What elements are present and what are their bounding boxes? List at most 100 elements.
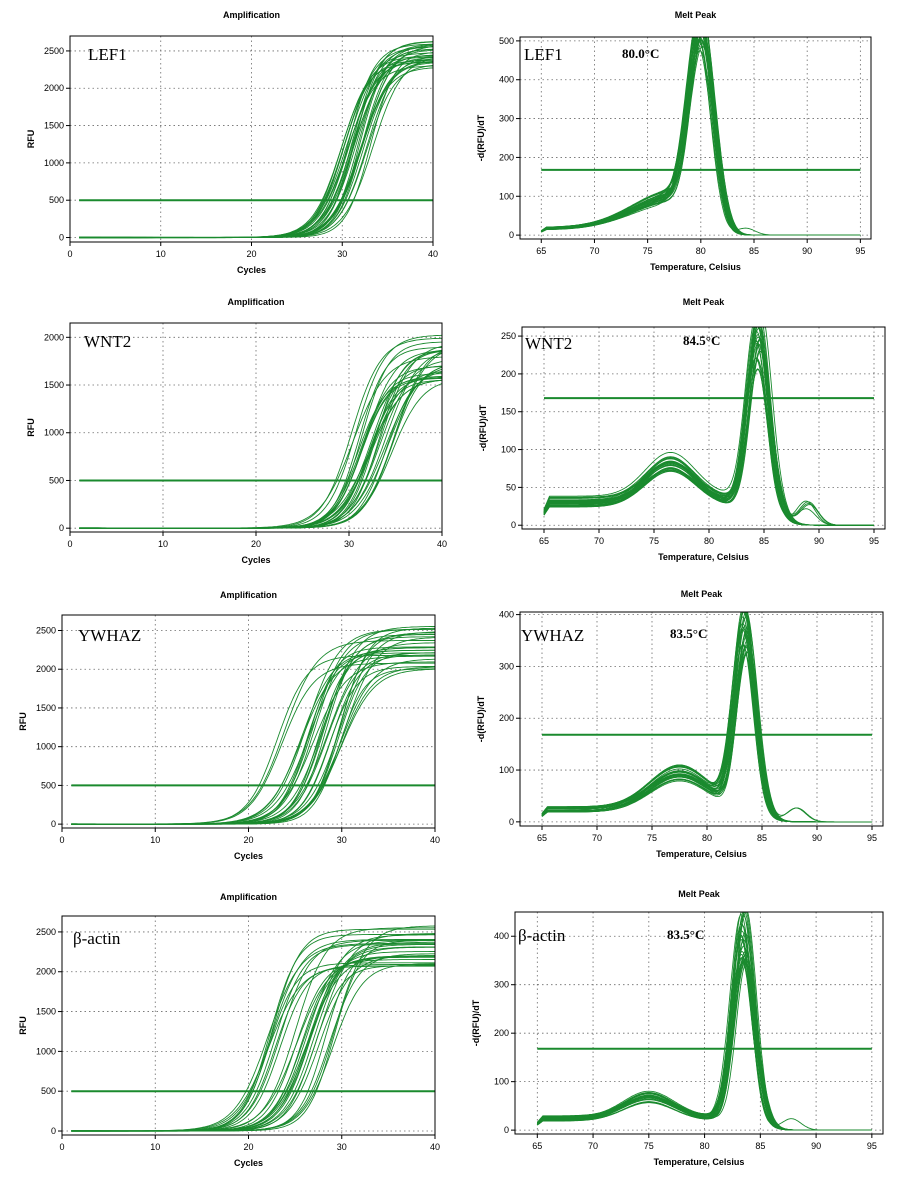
ywhaz-amp-curve — [71, 649, 435, 825]
y-tick-label: 2000 — [44, 332, 64, 342]
bactin-melt-tm-label: 83.5°C — [667, 927, 704, 942]
ywhaz-amp-curve — [71, 626, 435, 825]
ywhaz-amp-curve — [71, 647, 435, 825]
y-tick-label: 1000 — [44, 158, 64, 168]
bactin-melt-curve — [537, 923, 872, 1131]
bactin-amp-curves — [71, 925, 435, 1132]
wnt2-melt-curve — [543, 327, 874, 526]
y-tick-label: 500 — [41, 1086, 56, 1096]
x-tick-label: 75 — [643, 246, 653, 256]
y-tick-label: 0 — [51, 1126, 56, 1136]
y-tick-label: 2500 — [36, 625, 56, 635]
wnt2-melt-gene-label: WNT2 — [525, 334, 572, 353]
bactin-melt-curve — [536, 961, 872, 1131]
lef1-amp-curve — [79, 58, 433, 238]
y-tick-label: 1500 — [36, 1007, 56, 1017]
bactin-melt-title: Melt Peak — [678, 889, 721, 899]
wnt2-amp-curve — [79, 349, 442, 529]
bactin-amp-title: Amplification — [220, 892, 277, 902]
lef1-melt-curve — [541, 37, 861, 236]
ywhaz-amp-curve — [71, 647, 435, 825]
x-tick-label: 75 — [649, 536, 659, 546]
y-tick-label: 500 — [41, 780, 56, 790]
ywhaz-melt-gene-label: YWHAZ — [521, 626, 584, 645]
y-tick-label: 0 — [59, 233, 64, 243]
bactin-amp-curve — [71, 965, 435, 1132]
lef1-melt-curve — [541, 42, 861, 236]
ywhaz-amp-chart: Amplification 0 10 20 30 40 0 500 1000 1500 2000 25… — [18, 590, 440, 861]
y-tick-label: 0 — [509, 230, 514, 240]
x-tick-label: 85 — [749, 246, 759, 256]
y-tick-label: 400 — [499, 75, 514, 85]
x-tick-label: 10 — [150, 1142, 160, 1152]
x-tick-label: 90 — [814, 536, 824, 546]
bactin-melt-chart: Melt Peak 65 70 75 80 85 90 95 0 100 200 300 400 Temp… — [471, 889, 884, 1167]
bactin-amp-curve — [71, 963, 435, 1132]
wnt2-melt-curve — [543, 342, 874, 526]
x-tick-label: 75 — [644, 1141, 654, 1151]
wnt2-amp-curves — [79, 334, 442, 529]
lef1-amp-curve — [79, 56, 433, 238]
x-tick-label: 30 — [337, 1142, 347, 1152]
x-tick-label: 80 — [696, 246, 706, 256]
x-tick-label: 85 — [757, 833, 767, 843]
bactin-melt-x-axis-label: Temperature, Celsius — [654, 1157, 745, 1167]
lef1-melt-tm-label: 80.0°C — [622, 46, 659, 61]
y-tick-label: 1500 — [36, 703, 56, 713]
bactin-melt-y-axis-label: -d(RFU)/dT — [471, 999, 481, 1046]
x-tick-label: 95 — [869, 536, 879, 546]
lef1-amp-curves — [79, 41, 433, 239]
x-tick-label: 40 — [430, 1142, 440, 1152]
bactin-amp-curve — [71, 933, 435, 1132]
x-tick-label: 10 — [156, 249, 166, 259]
wnt2-amp-curve — [79, 376, 442, 529]
y-tick-label: 0 — [509, 817, 514, 827]
x-tick-label: 90 — [812, 833, 822, 843]
x-tick-label: 95 — [867, 1141, 877, 1151]
x-tick-label: 0 — [59, 1142, 64, 1152]
y-tick-label: 500 — [499, 36, 514, 46]
x-tick-label: 0 — [67, 539, 72, 549]
bactin-melt-curve — [537, 961, 872, 1131]
x-tick-label: 90 — [811, 1141, 821, 1151]
x-tick-label: 20 — [251, 539, 261, 549]
x-tick-label: 70 — [592, 833, 602, 843]
wnt2-melt-curves — [543, 327, 874, 526]
y-tick-label: 300 — [499, 661, 514, 671]
x-tick-label: 40 — [437, 539, 447, 549]
lef1-amp-curve — [79, 58, 433, 239]
ywhaz-melt-curve — [541, 640, 872, 823]
y-tick-label: 0 — [511, 520, 516, 530]
x-tick-label: 80 — [704, 536, 714, 546]
bactin-melt-curve — [536, 930, 872, 1131]
x-tick-label: 80 — [700, 1141, 710, 1151]
y-tick-label: 2000 — [44, 83, 64, 93]
ywhaz-amp-curve — [71, 646, 435, 825]
wnt2-amp-curve — [79, 366, 442, 529]
y-tick-label: 2000 — [36, 967, 56, 977]
y-tick-label: 100 — [501, 445, 516, 455]
bactin-melt-curve — [537, 924, 872, 1131]
wnt2-amp-chart: Amplification 0 10 20 30 40 0 500 1000 1500 2000 Cy… — [26, 297, 447, 565]
wnt2-amp-y-axis-label: RFU — [26, 418, 36, 437]
y-tick-label: 300 — [494, 980, 509, 990]
x-tick-label: 95 — [855, 246, 865, 256]
wnt2-melt-chart: Melt Peak 65 70 75 80 85 90 95 0 50 100 150 200 250 Te… — [478, 297, 886, 562]
lef1-amp-curve — [79, 43, 433, 238]
ywhaz-amp-x-axis-label: Cycles — [234, 851, 263, 861]
wnt2-amp-curve — [79, 350, 442, 529]
lef1-melt-grid — [520, 37, 871, 239]
y-tick-label: 100 — [499, 191, 514, 201]
x-tick-label: 80 — [702, 833, 712, 843]
bactin-amp-y-axis-label: RFU — [18, 1016, 28, 1035]
ywhaz-melt-grid — [520, 612, 883, 826]
y-tick-label: 150 — [501, 407, 516, 417]
ywhaz-amp-curves — [71, 626, 435, 825]
x-tick-label: 65 — [539, 536, 549, 546]
wnt2-amp-curve — [79, 341, 442, 529]
wnt2-melt-x-axis-label: Temperature, Celsius — [658, 552, 749, 562]
x-tick-label: 30 — [344, 539, 354, 549]
bactin-amp-curve — [71, 965, 435, 1132]
x-tick-label: 95 — [867, 833, 877, 843]
x-tick-label: 40 — [430, 835, 440, 845]
